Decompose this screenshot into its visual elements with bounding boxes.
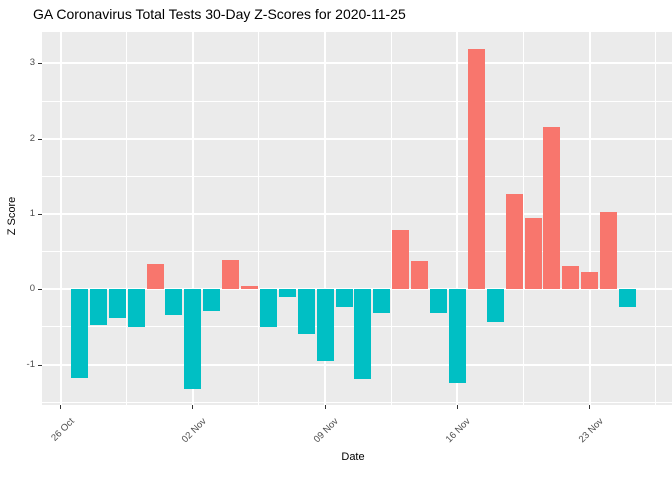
bar-21-nov <box>543 127 561 290</box>
x-tick-label: 26 Oct <box>48 416 77 444</box>
bar-29-oct <box>108 289 126 318</box>
x-tick-mark <box>589 405 591 409</box>
bar-28-oct <box>89 289 107 325</box>
gridline-x-major <box>191 32 194 405</box>
bar-18-nov <box>486 289 504 323</box>
gridline-x-major <box>324 32 327 405</box>
gridline-y-minor <box>42 401 672 403</box>
bar-01-nov <box>165 289 183 315</box>
bar-09-nov <box>316 289 334 361</box>
bar-05-nov <box>241 286 258 290</box>
gridline-x-minor <box>126 32 128 405</box>
bar-12-nov <box>373 289 391 314</box>
bar-25-nov <box>619 289 636 308</box>
x-axis-title: Date <box>341 451 365 463</box>
x-tick-label: 09 Nov <box>311 416 341 446</box>
bar-06-nov <box>259 289 277 327</box>
bar-02-nov <box>184 289 202 390</box>
bar-16-nov <box>448 289 466 383</box>
bar-07-nov <box>278 289 296 297</box>
bar-24-nov <box>600 212 618 290</box>
x-tick-mark <box>456 405 458 409</box>
gridline-y-major <box>42 213 672 215</box>
bar-17-nov <box>467 49 485 290</box>
bar-30-oct <box>127 289 145 327</box>
bar-04-nov <box>222 259 240 290</box>
gridline-y-minor <box>42 100 672 102</box>
gridline-x-major <box>59 32 62 405</box>
bar-03-nov <box>203 289 221 312</box>
bar-10-nov <box>335 289 353 308</box>
gridline-y-major <box>42 62 672 65</box>
gridline-x-minor <box>655 32 657 405</box>
x-tick-mark <box>324 405 326 409</box>
y-tick-label: 2 <box>29 132 35 144</box>
gridline-y-major <box>42 137 672 140</box>
x-tick-mark <box>60 405 61 409</box>
chart-title: GA Coronavirus Total Tests 30-Day Z-Scor… <box>33 6 406 22</box>
bar-19-nov <box>505 194 523 290</box>
x-tick-label: 02 Nov <box>179 416 209 446</box>
bar-23-nov <box>581 271 599 290</box>
bar-08-nov <box>297 289 315 335</box>
gridline-x-minor <box>390 32 392 405</box>
bar-15-nov <box>430 289 447 314</box>
bar-22-nov <box>562 265 580 290</box>
gridline-x-major <box>456 32 459 405</box>
bar-27-oct <box>70 289 88 379</box>
y-tick-label: 3 <box>29 57 35 69</box>
bar-14-nov <box>411 261 429 290</box>
bar-13-nov <box>392 229 410 290</box>
bar-20-nov <box>524 217 542 290</box>
gridline-y-minor <box>42 175 672 177</box>
bar-31-oct <box>146 264 164 290</box>
x-tick-label: 23 Nov <box>576 416 606 446</box>
gridline-x-minor <box>523 32 525 405</box>
x-tick-mark <box>192 405 194 409</box>
gridline-y-minor <box>42 251 672 253</box>
y-tick-label: 0 <box>29 283 35 295</box>
gridline-x-minor <box>258 32 260 405</box>
plot-panel <box>42 32 672 405</box>
x-tick-label: 16 Nov <box>444 416 474 446</box>
bar-11-nov <box>354 289 372 379</box>
gridline-x-major <box>588 32 591 405</box>
y-tick-label: -1 <box>26 358 35 370</box>
y-axis-title: Z Score <box>6 196 18 236</box>
